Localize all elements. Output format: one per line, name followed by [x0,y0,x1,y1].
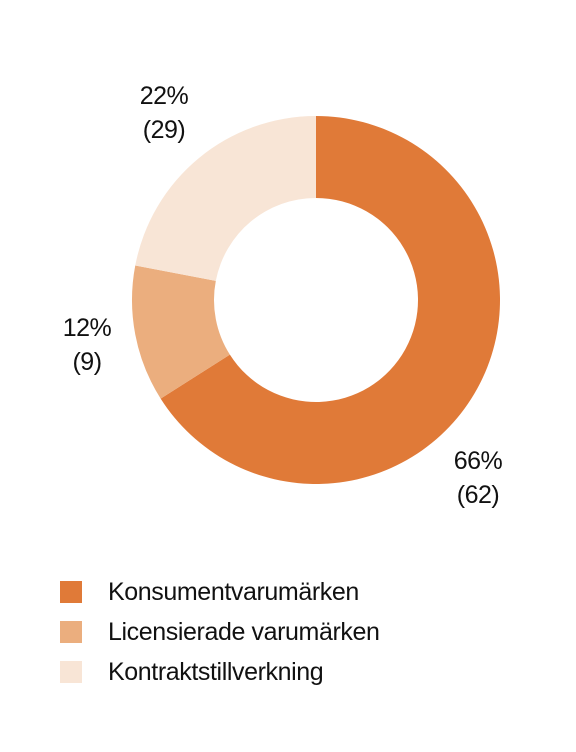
percent-label: 12% [62,314,112,342]
donut-slice-2 [135,116,316,281]
slice-label-licensierade-varumarken: 12% (9) [52,311,122,379]
donut-slice-0 [160,116,501,484]
donut-chart [131,116,501,484]
count-label: (9) [72,348,102,376]
legend-item-licensierade-varumarken: Licensierade varumärken [60,612,380,652]
percent-label: 22% [139,82,189,110]
slice-label-kontraktstillverkning: 22% (29) [124,79,204,147]
legend-item-kontraktstillverkning: Kontraktstillverkning [60,652,380,692]
legend-label: Konsumentvarumärken [108,577,359,606]
count-label: (29) [142,116,186,144]
percent-label: 66% [453,447,503,475]
legend-label: Kontraktstillverkning [108,657,324,686]
donut-slice-1 [131,265,230,399]
legend: Konsumentvarumärken Licensierade varumär… [60,572,380,692]
legend-swatch [60,581,82,603]
legend-item-konsumentvarumarken: Konsumentvarumärken [60,572,380,612]
legend-swatch [60,621,82,643]
slice-label-konsumentvarumarken: 66% (62) [438,444,518,512]
legend-swatch [60,661,82,683]
count-label: (62) [456,481,500,509]
legend-label: Licensierade varumärken [108,617,380,646]
